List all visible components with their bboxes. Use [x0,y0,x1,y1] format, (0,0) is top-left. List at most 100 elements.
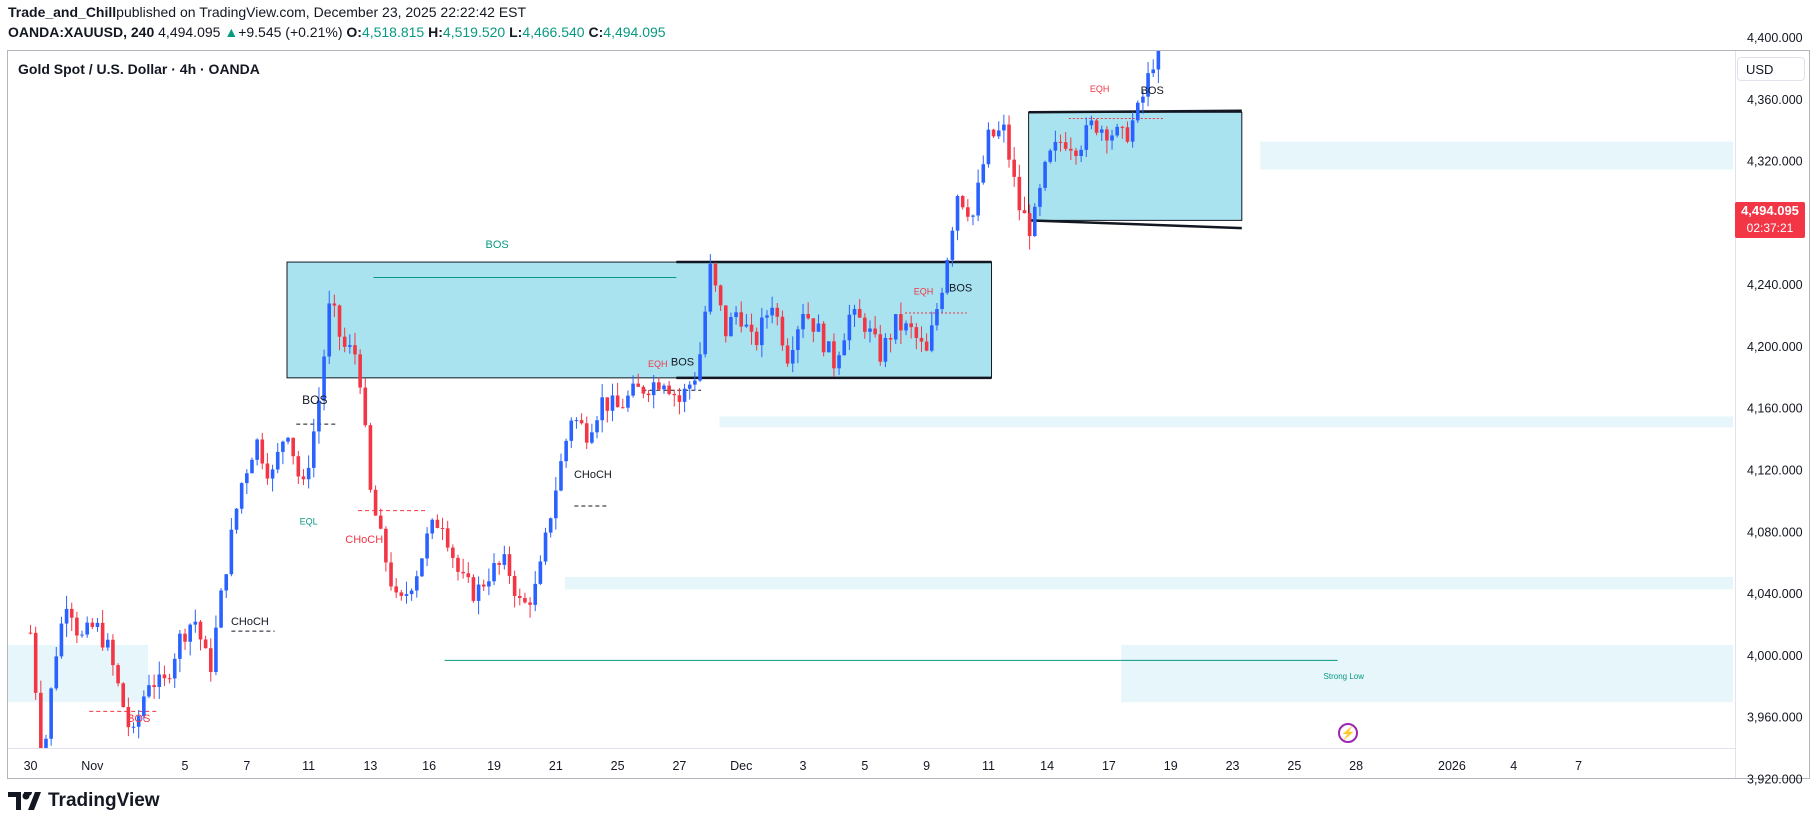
price-tick-label: 4,320.000 [1747,155,1803,169]
demand-zone [719,416,1733,428]
candle-up [955,196,960,231]
candle-down [69,608,74,618]
time-axis[interactable] [8,748,1735,779]
demand-zone [565,577,1733,590]
candle-up [693,380,697,385]
annotation-label: BOS [1141,85,1164,97]
candle-down [713,263,718,286]
candle-down [749,324,754,332]
annotation-label: EQH [648,359,668,369]
currency-button[interactable]: USD [1737,57,1805,81]
candle-down [657,382,661,390]
time-tick-label: 11 [302,759,315,773]
candle-up [708,263,713,312]
candle-up [842,340,847,356]
candle-down [1069,148,1073,151]
candle-up [255,439,259,460]
range-box [1028,111,1243,221]
candle-up [311,431,316,468]
candle-down [806,313,810,319]
candle-up [270,469,275,479]
candle-up [131,726,136,728]
last-price: 4,494.095 [158,24,221,40]
candle-down [775,307,780,317]
candle-down [445,528,450,548]
candle-up [600,397,604,421]
price-tick-label: 4,120.000 [1747,464,1803,478]
candle-down [739,312,744,327]
candle-up [703,311,707,355]
price-tick-label: 4,200.000 [1747,340,1803,354]
tradingview-logo[interactable]: TradingView [8,790,160,812]
time-tick-label: 23 [1226,759,1240,773]
candle-up [275,451,280,470]
published-info: published on TradingView.com, December 2… [116,4,527,20]
candle-up [142,696,146,717]
candle-up [837,355,841,369]
candle-up [1038,187,1042,207]
time-tick-label: Dec [730,759,752,773]
flash-icon[interactable]: ⚡ [1338,723,1358,743]
candle-up [95,622,100,627]
candle-up [157,674,162,687]
candle-down [167,678,172,680]
candle-down [75,617,79,636]
candle-up [765,315,769,318]
candle-up [569,420,574,441]
candle-up [1162,19,1166,33]
author-name[interactable]: Trade_and_Chill [8,4,117,20]
candle-up [420,558,424,577]
price-tick-label: 4,360.000 [1747,93,1803,107]
time-tick-label: 5 [861,759,868,773]
candle-down [888,337,893,340]
candle-down [162,674,167,679]
range-box [286,261,993,379]
candle-up [1141,96,1145,103]
candle-up [734,312,738,318]
candle-up [322,356,326,401]
candle-up [1043,161,1047,188]
price-scale[interactable] [1735,51,1810,778]
time-tick-label: 2026 [1438,759,1466,773]
candle-up [543,532,548,562]
candle-up [136,716,141,727]
candle-up [188,624,192,642]
candle-up [214,627,218,672]
candle-up [945,259,950,293]
candle-up [178,633,182,659]
time-tick-label: 13 [363,759,377,773]
candle-down [203,639,208,649]
candle-up [1079,149,1083,156]
candle-up [1053,141,1058,151]
candle-up [245,473,249,484]
candle-down [863,317,867,332]
candle-down [1074,150,1078,156]
candle-up [492,563,496,582]
candle-down [1120,126,1125,128]
candle-down [342,336,347,347]
symbol-label[interactable]: OANDA:XAUUSD, 240 [8,24,155,40]
candle-down [121,683,126,708]
candle-down [471,577,476,601]
candle-down [126,707,131,728]
candle-up [1110,135,1114,141]
range-top-line [1028,109,1242,114]
candle-up [1135,102,1140,121]
time-tick-label: 30 [24,759,38,773]
open-value: 4,518.815 [361,24,425,40]
candle-down [914,327,919,338]
candle-up [595,420,599,433]
candle-down [517,595,522,599]
last-price-tag: 4,494.095 02:37:21 [1735,202,1805,238]
candle-up [239,483,244,509]
candle-up [1115,126,1119,136]
time-tick-label: 5 [182,759,189,773]
price-tick-label: 4,400.000 [1747,31,1803,45]
candle-up [414,576,419,591]
demand-zone [8,644,148,703]
time-tick-label: 9 [923,759,930,773]
tradingview-logo-icon [8,791,41,810]
candle-up [1151,69,1156,74]
candle-down [435,519,440,528]
